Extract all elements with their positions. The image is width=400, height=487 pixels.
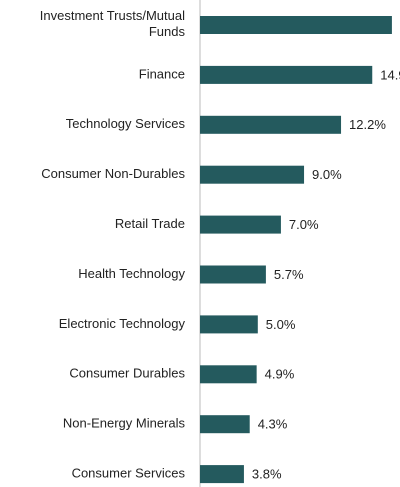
category-label: Electronic Technology bbox=[59, 316, 186, 331]
bar bbox=[200, 315, 258, 334]
bar bbox=[200, 415, 250, 434]
value-label: 3.8% bbox=[252, 467, 282, 482]
bar bbox=[200, 165, 305, 184]
category-label: Consumer Services bbox=[72, 466, 186, 481]
category-label: Health Technology bbox=[78, 266, 185, 281]
bar bbox=[200, 465, 244, 484]
bar bbox=[200, 265, 266, 284]
value-label: 4.9% bbox=[265, 367, 295, 382]
value-label: 5.0% bbox=[266, 317, 296, 332]
value-label: 4.3% bbox=[258, 417, 288, 432]
value-label: 12.2% bbox=[349, 117, 386, 132]
bar bbox=[200, 365, 257, 384]
value-label: 5.7% bbox=[274, 267, 304, 282]
bar bbox=[200, 215, 281, 234]
category-label: Consumer Durables bbox=[69, 366, 185, 381]
category-label: Finance bbox=[139, 66, 185, 81]
category-label: Technology Services bbox=[66, 116, 186, 131]
category-label: Non-Energy Minerals bbox=[63, 416, 186, 431]
category-label: Consumer Non-Durables bbox=[41, 166, 185, 181]
value-label: 14.9% bbox=[380, 67, 400, 82]
category-label: Investment Trusts/Mutual Funds bbox=[40, 8, 186, 39]
bar bbox=[200, 16, 392, 34]
value-label: 9.0% bbox=[312, 167, 342, 182]
bar bbox=[200, 115, 342, 134]
bar bbox=[200, 65, 373, 84]
category-label: Retail Trade bbox=[115, 216, 185, 231]
value-label: 7.0% bbox=[289, 217, 319, 232]
